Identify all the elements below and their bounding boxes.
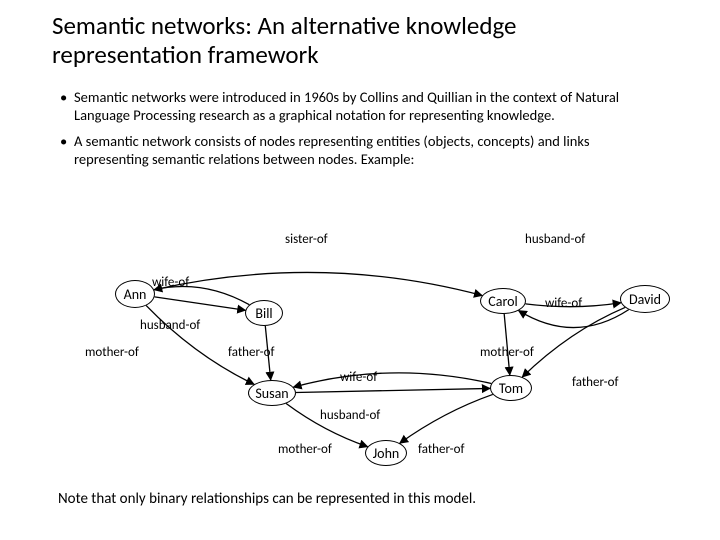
edge-carol-tom <box>504 314 510 375</box>
edge-ann-carol <box>154 272 482 295</box>
edge-label-husband-of: husband-of <box>525 232 585 247</box>
title-line-2: representation framework <box>52 39 319 70</box>
node-david: David <box>620 285 670 313</box>
bullet-item: Semantic networks were introduced in 196… <box>60 88 660 124</box>
node-susan: Susan <box>248 380 296 406</box>
edge-ann-susan <box>146 306 254 385</box>
edge-label-mother-of: mother-of <box>480 345 534 360</box>
semantic-network-diagram: Ann Bill Carol David Susan Tom John wife-of sis… <box>0 0 720 540</box>
edges-svg <box>0 0 720 540</box>
edge-label-mother-of: mother-of <box>85 345 139 360</box>
footnote-text: Note that only binary relationships can … <box>58 490 476 508</box>
node-ann: Ann <box>115 280 155 308</box>
edge-bill-ann <box>154 286 249 304</box>
edge-tom-john <box>400 394 493 443</box>
bullet-list: Semantic networks were introduced in 196… <box>60 88 660 177</box>
edge-label-wife-of: wife-of <box>340 370 377 385</box>
edge-label-father-of: father-of <box>228 345 274 360</box>
edge-carol-david <box>525 303 620 307</box>
edge-david-carol <box>519 310 629 328</box>
edge-label-sister-of: sister-of <box>285 232 328 247</box>
edge-label-husband-of: husband-of <box>140 318 200 333</box>
edge-david-tom <box>522 307 625 377</box>
bullet-item: A semantic network consists of nodes rep… <box>60 132 660 168</box>
edge-label-father-of: father-of <box>418 442 464 457</box>
title-line-1: Semantic networks: An alternative knowle… <box>52 10 516 41</box>
edge-label-father-of: father-of <box>572 375 618 390</box>
node-tom: Tom <box>490 375 532 401</box>
node-bill: Bill <box>245 300 283 326</box>
edge-susan-john <box>286 404 367 447</box>
edge-label-husband-of: husband-of <box>320 408 380 423</box>
edge-tom-susan <box>293 373 491 387</box>
edge-ann-bill <box>155 297 246 310</box>
node-carol: Carol <box>480 288 526 314</box>
edge-label-wife-of: wife-of <box>545 296 582 311</box>
edge-bill-susan <box>265 326 270 380</box>
edge-label-mother-of: mother-of <box>278 442 332 457</box>
edge-label-wife-of: wife-of <box>152 275 189 290</box>
page-title: Semantic networks: An alternative knowle… <box>52 12 516 70</box>
node-john: John <box>365 440 407 466</box>
edge-susan-tom <box>296 388 490 392</box>
